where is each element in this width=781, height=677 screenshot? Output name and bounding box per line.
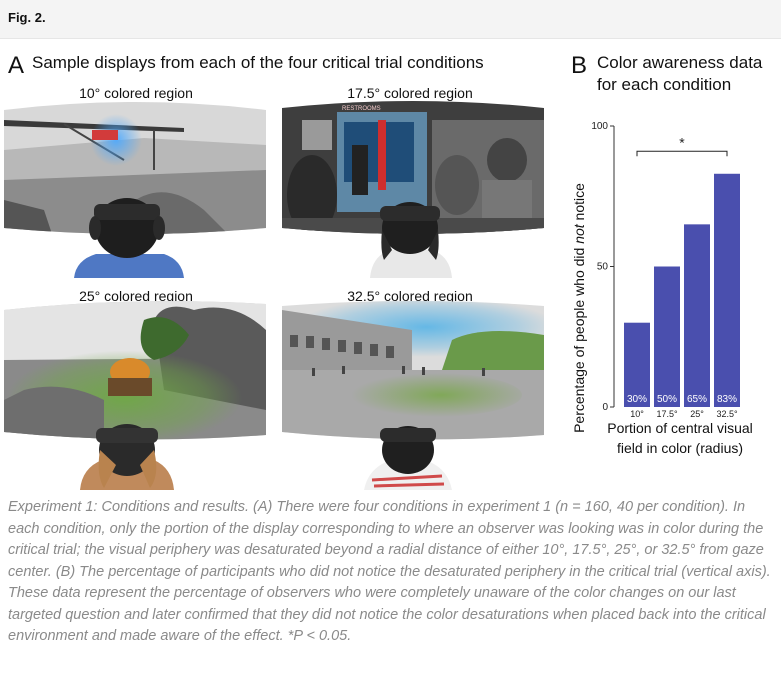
significance-star: * xyxy=(679,134,685,150)
figure-label: Fig. 2. xyxy=(8,10,46,25)
x-tick-label-2: 25° xyxy=(690,409,704,419)
x-tick-label-0: 10° xyxy=(630,409,644,419)
color-awareness-chart: Percentage of people who did not notice … xyxy=(571,121,753,456)
svg-text:Percentage of people who did n: Percentage of people who did not notice xyxy=(571,183,587,433)
panel-a-letter: A xyxy=(8,52,25,79)
y-axis-label-part1: Percentage of people who did xyxy=(571,244,587,433)
bar-value-label-0: 30% xyxy=(627,394,647,405)
panel-b-title-line2: for each condition xyxy=(597,75,732,94)
colosseum-wall xyxy=(282,310,412,372)
bar-1 xyxy=(654,266,680,407)
y-axis-label-emphasis: not xyxy=(571,223,587,244)
observer-head xyxy=(364,426,452,490)
scene-classroom-hallway: RESTROOMS xyxy=(282,101,544,278)
bar-value-label-1: 50% xyxy=(657,394,677,405)
bar-value-label-3: 83% xyxy=(717,394,737,405)
observer-head xyxy=(80,424,174,490)
bar-0 xyxy=(624,322,650,407)
bar-value-label-2: 65% xyxy=(687,394,707,405)
condition-label-32-5: 32.5° colored region xyxy=(347,288,473,304)
scene-colosseum xyxy=(282,301,544,490)
observer-head xyxy=(74,198,184,278)
bar-3 xyxy=(714,173,740,407)
figure-caption: Experiment 1: Conditions and results. (A… xyxy=(8,499,771,644)
panel-a-title: Sample displays from each of the four cr… xyxy=(32,53,484,72)
y-tick-label-0: 0 xyxy=(602,402,608,413)
x-axis-label-line1: Portion of central visual xyxy=(607,420,753,436)
observer-head xyxy=(370,202,452,278)
figure-header-bar: Fig. 2. xyxy=(0,0,781,39)
condition-label-10: 10° colored region xyxy=(79,85,193,101)
x-tick-label-3: 32.5° xyxy=(716,409,738,419)
y-tick-label-100: 100 xyxy=(591,121,608,132)
scene-pumpkin-field xyxy=(4,301,266,490)
y-tick-label-50: 50 xyxy=(597,262,609,273)
y-axis-label: Percentage of people who did not notice xyxy=(571,183,587,433)
x-tick-label-1: 17.5° xyxy=(656,409,678,419)
restrooms-sign: RESTROOMS xyxy=(342,106,381,112)
scene-construction-site xyxy=(4,102,266,278)
condition-label-17-5: 17.5° colored region xyxy=(347,85,473,101)
y-axis-label-part2: notice xyxy=(571,183,587,224)
panel-b-title-line1: Color awareness data xyxy=(597,53,763,72)
significance-bracket xyxy=(636,150,728,157)
bar-2 xyxy=(684,224,710,407)
panel-b-letter: B xyxy=(571,52,588,79)
condition-label-25: 25° colored region xyxy=(79,288,193,304)
x-axis-label-line2: field in color (radius) xyxy=(617,440,743,456)
